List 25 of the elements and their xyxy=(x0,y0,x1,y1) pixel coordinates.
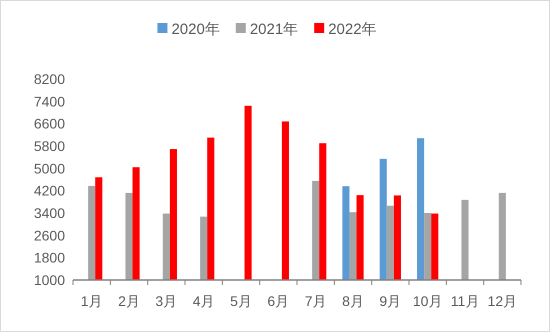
y-tick-label: 1000 xyxy=(34,272,66,288)
x-tick-label: 9月 xyxy=(379,293,402,309)
x-tick-label: 6月 xyxy=(267,293,290,309)
y-tick-label: 4200 xyxy=(34,182,66,199)
x-tick-label: 1月 xyxy=(80,293,103,309)
x-tick-label: 3月 xyxy=(155,293,178,309)
x-tick-label: 5月 xyxy=(230,293,252,309)
y-tick-label: 7400 xyxy=(34,93,66,110)
y-tick-label: 2600 xyxy=(34,227,66,244)
y-tick-label: 5800 xyxy=(34,138,66,154)
x-tick-label: 2月 xyxy=(118,293,140,309)
y-tick-label: 5000 xyxy=(34,160,66,176)
x-tick-label: 8月 xyxy=(342,293,364,309)
x-tick-label: 4月 xyxy=(192,293,215,309)
x-tick-label: 10月 xyxy=(412,293,442,309)
y-tick-label: 1800 xyxy=(34,250,66,266)
y-tick-label: 6600 xyxy=(34,116,66,132)
x-tick-label: 7月 xyxy=(304,293,327,309)
legend-label: 2021年 xyxy=(250,21,298,38)
legend-label: 2020年 xyxy=(171,21,220,38)
y-tick-label: 8200 xyxy=(34,71,66,87)
legend-label: 2022年 xyxy=(328,21,377,38)
y-tick-label: 3400 xyxy=(34,205,66,221)
x-tick-label: 11月 xyxy=(450,293,480,309)
x-tick-label: 12月 xyxy=(488,293,518,309)
